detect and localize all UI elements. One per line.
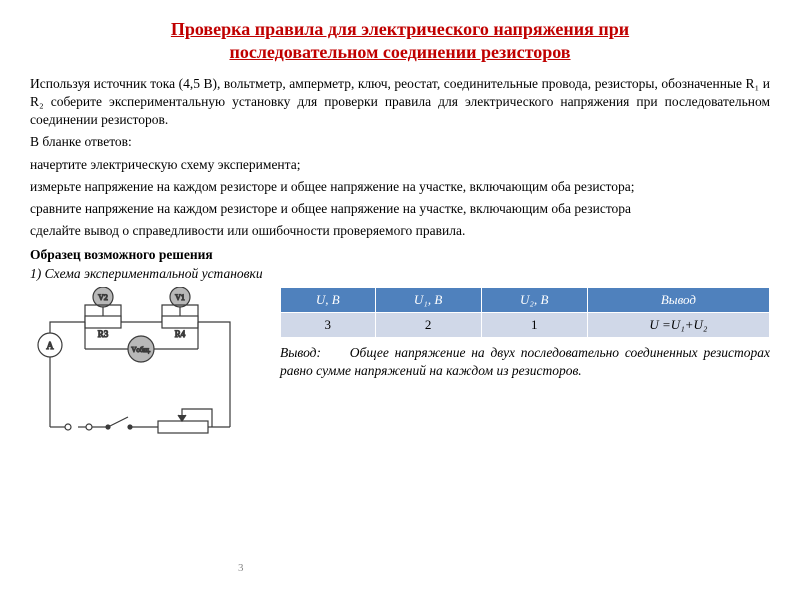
cell-u: 3 [281,312,376,337]
paragraph-2: В бланке ответов: [30,133,770,151]
col-u: U, В [281,287,376,312]
title-line-1: Проверка правила для электрического напр… [171,19,629,39]
table-header-row: U, В U₁, В U₂, В Вывод [281,287,770,312]
schema-label: 1) Схема экспериментальной установки [30,265,770,283]
conclusion-text: Вывод: Общее напряжение на двух последов… [280,344,770,380]
slide-number: 3 [238,562,244,574]
vtot-label: Vобщ. [131,346,151,354]
r4-label: R4 [175,329,186,339]
right-column: U, В U₁, В U₂, В Вывод 3 2 1 U =U₁+U₂ Вы… [280,287,770,380]
bottom-row: А V2 V1 R3 R4 [30,287,770,462]
r3-label: R3 [98,329,109,339]
results-table: U, В U₁, В U₂, В Вывод 3 2 1 U =U₁+U₂ [280,287,770,338]
main-title: Проверка правила для электрического напр… [30,18,770,65]
col-conclusion: Вывод [587,287,769,312]
col-u1: U₁, В [375,287,481,312]
v1-label: V1 [175,293,185,302]
conclusion-label: Вывод: [280,345,321,360]
col-u2: U₂, В [481,287,587,312]
table-data-row: 3 2 1 U =U₁+U₂ [281,312,770,337]
paragraph-1: Используя источник тока (4,5 В), вольтме… [30,75,770,130]
cell-u1: 2 [375,312,481,337]
paragraph-3: начертите электрическую схему эксперимен… [30,156,770,174]
paragraph-5: сравните напряжение на каждом резисторе … [30,200,770,218]
cell-conclusion: U =U₁+U₂ [587,312,769,337]
paragraph-4: измерьте напряжение на каждом резисторе … [30,178,770,196]
circuit-diagram: А V2 V1 R3 R4 [30,287,260,462]
solution-label: Образец возможного решения [30,247,770,263]
paragraph-6: сделайте вывод о справедливости или ошиб… [30,222,770,240]
ammeter-label: А [46,341,54,352]
cell-u2: 1 [481,312,587,337]
title-line-2: последовательном соединении резисторов [229,42,570,62]
conclusion-body: Общее напряжение на двух последовательно… [280,345,770,378]
v2-label: V2 [98,293,108,302]
